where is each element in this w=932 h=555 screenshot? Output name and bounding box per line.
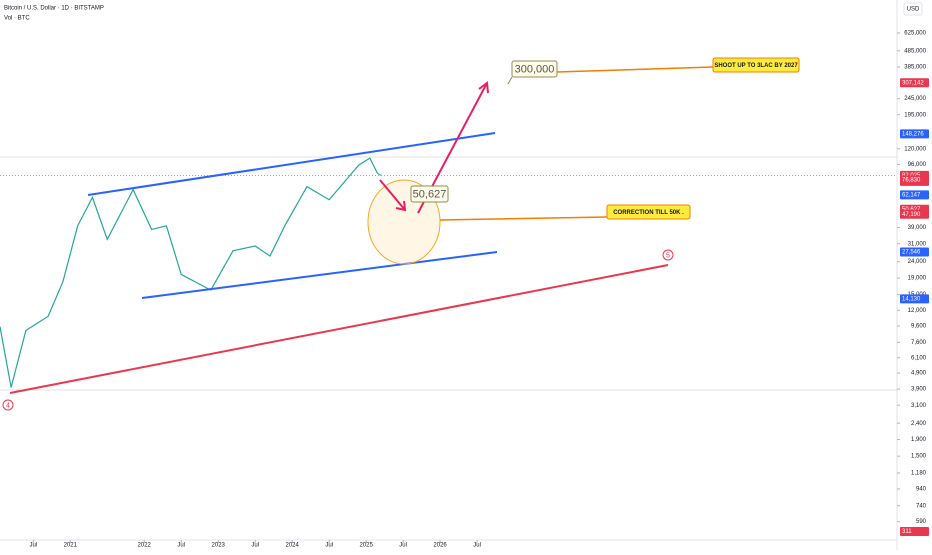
wave-marker [2,399,14,411]
x-tick-label: 2026 [433,543,447,549]
x-tick-label: Jul [473,543,481,549]
y-tick-label: 4,900 [911,371,927,377]
price-tag [900,190,929,200]
price-tag [900,294,929,304]
x-tick-label: 2025 [359,543,373,549]
trend-line [141,251,498,299]
y-tick-label: 740 [916,503,927,509]
currency-box[interactable] [903,2,923,16]
x-tick-label: Jul [325,543,333,549]
price-tag [900,209,929,219]
y-tick-label: 120,000 [904,146,926,152]
x-tick-label: Jul [29,543,37,549]
volume-tag [900,527,929,536]
volume-tag-label: 311 [902,529,912,535]
note-box [606,204,691,220]
y-tick-label: 1,180 [911,471,927,477]
note-box [712,57,800,73]
support-label: 50,627 [413,188,447,200]
price-tag-label: 14,130 [902,296,921,302]
y-tick-label: 7,600 [911,340,927,346]
y-tick-label: 940 [916,487,927,493]
price-tag-label: 76,830 [902,178,921,184]
symbol-title: Bitcoin / U.S. Dollar · 1D · BITSTAMP [4,6,104,12]
callout-line [507,76,513,85]
x-tick-label: 2022 [138,543,152,549]
y-tick-label: 39,000 [908,225,927,231]
target-label: 300,000 [515,63,555,75]
price-tag [900,78,929,88]
y-tick-label: 6,100 [911,355,927,361]
price-tag [900,129,929,139]
currency[interactable]: USD [907,7,920,13]
wave-marker [662,249,674,261]
arrow [379,179,406,211]
arrow-head [478,81,489,94]
trend-line [9,264,669,394]
y-tick-label: 590 [916,519,927,525]
y-tick-label: 385,000 [904,65,926,71]
y-tick-label: 12,000 [908,308,927,314]
y-tick-label: 245,000 [904,96,926,102]
callout-line [439,216,608,221]
y-tick-label: 3,100 [911,403,927,409]
x-tick-label: Jul [399,543,407,549]
y-tick-label: 2,400 [911,421,927,427]
y-tick-label: 19,000 [908,276,927,282]
x-tick-label: 2021 [64,543,78,549]
wave-label: 5 [666,252,670,259]
target-note: SHOOT UP TO 3LAC BY 2027 [714,63,798,69]
price-tag [900,247,929,257]
y-tick-label: 1,900 [911,437,927,443]
price-tag [900,175,929,185]
y-tick-label: 1,500 [911,454,927,460]
price-tag-label: 62,147 [902,192,921,198]
y-tick-label: 9,600 [911,324,927,330]
callout-line [556,66,714,73]
price-tag-label: 47,190 [902,212,921,218]
y-tick-label: 485,000 [904,48,926,54]
price-tag-label: 307,142 [902,80,924,86]
x-tick-label: Jul [177,543,185,549]
y-tick-label: 625,000 [904,31,926,37]
y-tick-label: 24,000 [908,259,927,265]
y-tick-label: 3,900 [911,387,927,393]
price-tag-label: 27,546 [902,250,921,256]
wave-label: 4 [6,402,10,409]
label-box [410,185,449,203]
label-box [511,60,558,78]
x-tick-label: Jul [251,543,259,549]
support-note: CORRECTION TILL 50K . [613,210,684,216]
y-tick-label: 195,000 [904,112,926,118]
price-tag-label: 148,276 [902,131,924,137]
x-tick-label: 2023 [212,543,226,549]
y-tick-label: 31,000 [908,241,927,247]
volume-title: Vol · BTC [4,16,30,22]
arrow-head [395,200,407,212]
trend-line [87,132,496,196]
x-tick-label: 2024 [285,543,299,549]
drawings: 300,000 50,627 SHOOT UP TO 3LAC BY 2027 … [2,57,800,411]
y-tick-label: 96,000 [908,162,927,168]
price-line [0,157,382,388]
